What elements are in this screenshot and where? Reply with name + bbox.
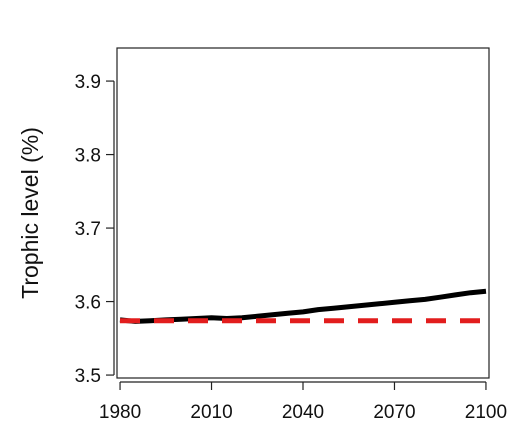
x-tick-label: 1980 [99,402,141,423]
y-tick-label: 3.7 [75,219,101,240]
y-axis: 3.5 3.6 3.7 3.8 3.9 [75,72,115,387]
x-tick-label: 2010 [190,402,232,423]
series-layer [119,288,487,324]
y-tick-label: 3.9 [75,72,101,93]
plot-area-frame [116,47,490,379]
x-tick-label: 2040 [282,402,324,423]
x-tick-label: 2070 [373,402,415,423]
y-axis-title: Trophic level (%) [17,127,43,299]
x-axis: 1980 2010 2040 2070 2100 [99,381,507,423]
trophic-level-line [119,288,487,324]
y-tick-label: 3.8 [75,146,101,167]
y-tick-label: 3.5 [75,366,101,387]
x-tick-label: 2100 [465,402,507,423]
y-tick-label: 3.6 [75,293,101,314]
